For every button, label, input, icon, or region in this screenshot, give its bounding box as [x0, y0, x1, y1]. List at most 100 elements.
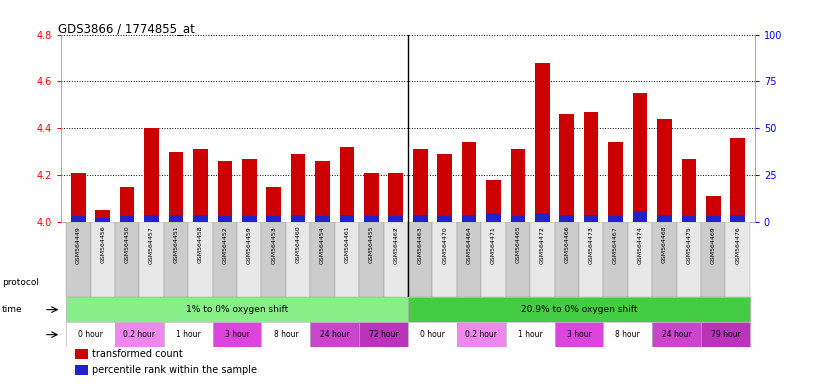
Text: GSM564460: GSM564460 — [295, 226, 300, 263]
Bar — [462, 142, 477, 222]
Text: GSM564452: GSM564452 — [222, 226, 228, 263]
Text: 1 hour: 1 hour — [175, 330, 201, 339]
Bar — [701, 322, 750, 347]
Bar — [120, 187, 135, 222]
Bar — [560, 215, 574, 222]
Bar — [555, 322, 603, 347]
Text: GSM564457: GSM564457 — [149, 226, 154, 263]
Bar — [657, 215, 672, 222]
Text: 24 hour: 24 hour — [662, 330, 691, 339]
Bar — [457, 322, 506, 347]
Bar — [462, 215, 477, 222]
Text: transformed count: transformed count — [92, 349, 183, 359]
Text: GSM564470: GSM564470 — [442, 226, 447, 263]
Text: GSM564476: GSM564476 — [735, 226, 740, 263]
Bar — [608, 217, 623, 222]
Bar — [91, 222, 115, 297]
Text: GSM564464: GSM564464 — [467, 226, 472, 263]
Bar — [437, 154, 452, 222]
Bar — [66, 322, 115, 347]
Bar — [603, 322, 652, 347]
Text: 72 hour: 72 hour — [369, 330, 398, 339]
Text: 0.2 hour: 0.2 hour — [123, 330, 155, 339]
Text: GSM564449: GSM564449 — [76, 226, 81, 264]
Bar — [486, 180, 501, 222]
Bar — [290, 154, 305, 222]
Bar — [579, 222, 603, 297]
Bar — [725, 222, 750, 297]
Text: GSM564472: GSM564472 — [540, 226, 545, 264]
Bar — [432, 222, 457, 297]
Bar — [457, 222, 481, 297]
Bar — [315, 161, 330, 222]
Text: GSM564466: GSM564466 — [564, 226, 570, 263]
Bar — [384, 222, 408, 297]
Bar — [261, 322, 310, 347]
Text: GSM564471: GSM564471 — [491, 226, 496, 263]
Bar — [188, 222, 213, 297]
Bar — [242, 159, 256, 222]
Bar — [359, 222, 384, 297]
Text: GSM564473: GSM564473 — [588, 226, 594, 264]
Text: GSM564450: GSM564450 — [125, 226, 130, 263]
Text: GSM564459: GSM564459 — [246, 226, 252, 263]
Text: 20.9% to 0% oxygen shift: 20.9% to 0% oxygen shift — [521, 305, 637, 314]
Bar — [339, 215, 354, 222]
Bar — [681, 217, 696, 222]
Bar — [364, 173, 379, 222]
Text: 3 hour: 3 hour — [224, 330, 250, 339]
Bar — [193, 149, 208, 222]
Bar — [115, 322, 164, 347]
Bar — [359, 322, 408, 347]
Bar — [408, 322, 457, 347]
Text: percentile rank within the sample: percentile rank within the sample — [92, 365, 257, 375]
Bar — [237, 222, 261, 297]
Bar — [583, 112, 598, 222]
Bar — [310, 322, 359, 347]
Text: time: time — [2, 305, 22, 314]
Bar — [286, 222, 310, 297]
Bar — [730, 215, 745, 222]
Bar — [535, 63, 550, 222]
Bar — [511, 217, 526, 222]
Bar — [481, 222, 506, 297]
Text: GSM564465: GSM564465 — [516, 226, 521, 263]
Bar — [413, 215, 428, 222]
Bar — [261, 222, 286, 297]
Bar — [408, 222, 432, 297]
Bar — [555, 222, 579, 297]
Bar — [266, 217, 281, 222]
Bar — [115, 222, 140, 297]
Text: 0.2 hour: 0.2 hour — [465, 330, 497, 339]
Bar — [652, 222, 676, 297]
Bar — [66, 297, 408, 322]
Bar — [506, 222, 530, 297]
Text: GSM564455: GSM564455 — [369, 226, 374, 263]
Bar — [701, 222, 725, 297]
Bar — [506, 322, 555, 347]
Text: GSM564462: GSM564462 — [393, 226, 398, 263]
Bar — [242, 217, 256, 222]
Bar — [388, 217, 403, 222]
Text: 24 hour: 24 hour — [320, 330, 349, 339]
Bar — [652, 322, 701, 347]
Bar — [511, 149, 526, 222]
Bar — [218, 217, 233, 222]
Bar — [608, 142, 623, 222]
Text: 8 hour: 8 hour — [615, 330, 641, 339]
Bar — [266, 187, 281, 222]
Bar — [213, 222, 237, 297]
Bar — [169, 215, 184, 222]
Bar — [95, 218, 110, 222]
Bar — [657, 119, 672, 222]
Bar — [75, 349, 87, 359]
Text: GSM564475: GSM564475 — [686, 226, 691, 263]
Bar — [310, 222, 335, 297]
Bar — [339, 147, 354, 222]
Text: GSM564458: GSM564458 — [198, 226, 203, 263]
Bar — [603, 222, 628, 297]
Bar — [408, 297, 750, 322]
Bar — [144, 128, 159, 222]
Text: GSM564461: GSM564461 — [344, 226, 349, 263]
Text: GSM564467: GSM564467 — [613, 226, 618, 263]
